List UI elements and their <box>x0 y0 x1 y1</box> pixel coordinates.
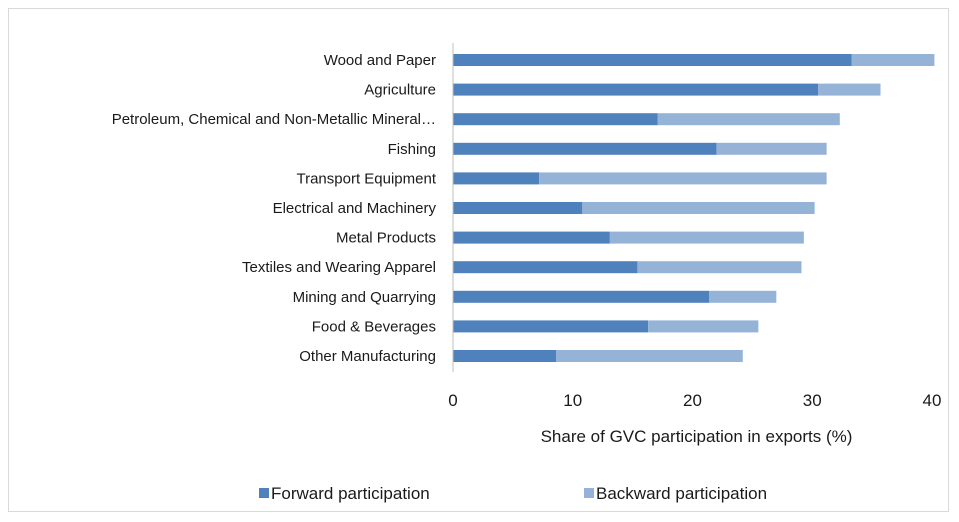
bar-forward-2 <box>453 113 658 126</box>
bar-backward-6 <box>609 231 804 244</box>
bar-backward-0 <box>851 54 935 66</box>
bar-backward-7 <box>637 261 802 274</box>
bar-forward-4 <box>453 172 540 185</box>
bar-backward-1 <box>818 83 881 96</box>
category-label: Petroleum, Chemical and Non-Metallic Min… <box>112 111 436 128</box>
legend-swatch-backward <box>584 488 594 498</box>
bar-forward-0 <box>453 54 852 66</box>
x-tick-label: 30 <box>803 391 822 410</box>
bar-backward-10 <box>555 350 743 362</box>
legend-label-backward: Backward participation <box>596 484 767 503</box>
x-tick-label: 10 <box>563 391 582 410</box>
bar-forward-7 <box>453 261 638 274</box>
category-label: Food & Beverages <box>312 318 436 335</box>
category-label: Fishing <box>388 141 436 158</box>
bar-forward-9 <box>453 320 649 333</box>
category-label: Mining and Quarrying <box>293 289 436 306</box>
legend: Forward participation Backward participat… <box>259 484 767 503</box>
x-tick-label: 20 <box>683 391 702 410</box>
bar-backward-2 <box>657 113 840 126</box>
bar-backward-5 <box>582 202 815 214</box>
category-label: Textiles and Wearing Apparel <box>242 259 436 276</box>
x-axis-title: Share of GVC participation in exports (%… <box>541 427 853 446</box>
x-tick-labels: 0 10 20 30 40 <box>448 391 941 410</box>
bar-backward-9 <box>648 320 759 333</box>
x-tick-label: 0 <box>448 391 457 410</box>
bar-forward-10 <box>453 350 556 362</box>
bar-forward-6 <box>453 231 610 244</box>
bar-forward-8 <box>453 290 710 303</box>
legend-swatch-forward <box>259 488 269 498</box>
x-tick-label: 40 <box>923 391 942 410</box>
bar-forward-1 <box>453 83 819 96</box>
category-labels: Wood and Paper Agriculture Petroleum, Chem… <box>112 52 437 365</box>
category-label: Metal Products <box>336 230 436 247</box>
category-label: Electrical and Machinery <box>273 200 437 217</box>
bar-forward-3 <box>453 142 717 155</box>
bar-forward-5 <box>453 202 583 214</box>
bar-backward-4 <box>539 172 827 185</box>
chart-frame: Wood and Paper Agriculture Petroleum, Chem… <box>8 8 949 512</box>
legend-label-forward: Forward participation <box>271 484 430 503</box>
bar-backward-8 <box>709 290 777 303</box>
bars-group <box>453 54 935 362</box>
bar-backward-3 <box>716 142 827 155</box>
gvc-participation-chart: Wood and Paper Agriculture Petroleum, Chem… <box>112 43 941 503</box>
category-label: Transport Equipment <box>296 170 436 187</box>
category-label: Wood and Paper <box>324 52 436 69</box>
category-label: Other Manufacturing <box>299 348 436 365</box>
category-label: Agriculture <box>364 82 436 99</box>
